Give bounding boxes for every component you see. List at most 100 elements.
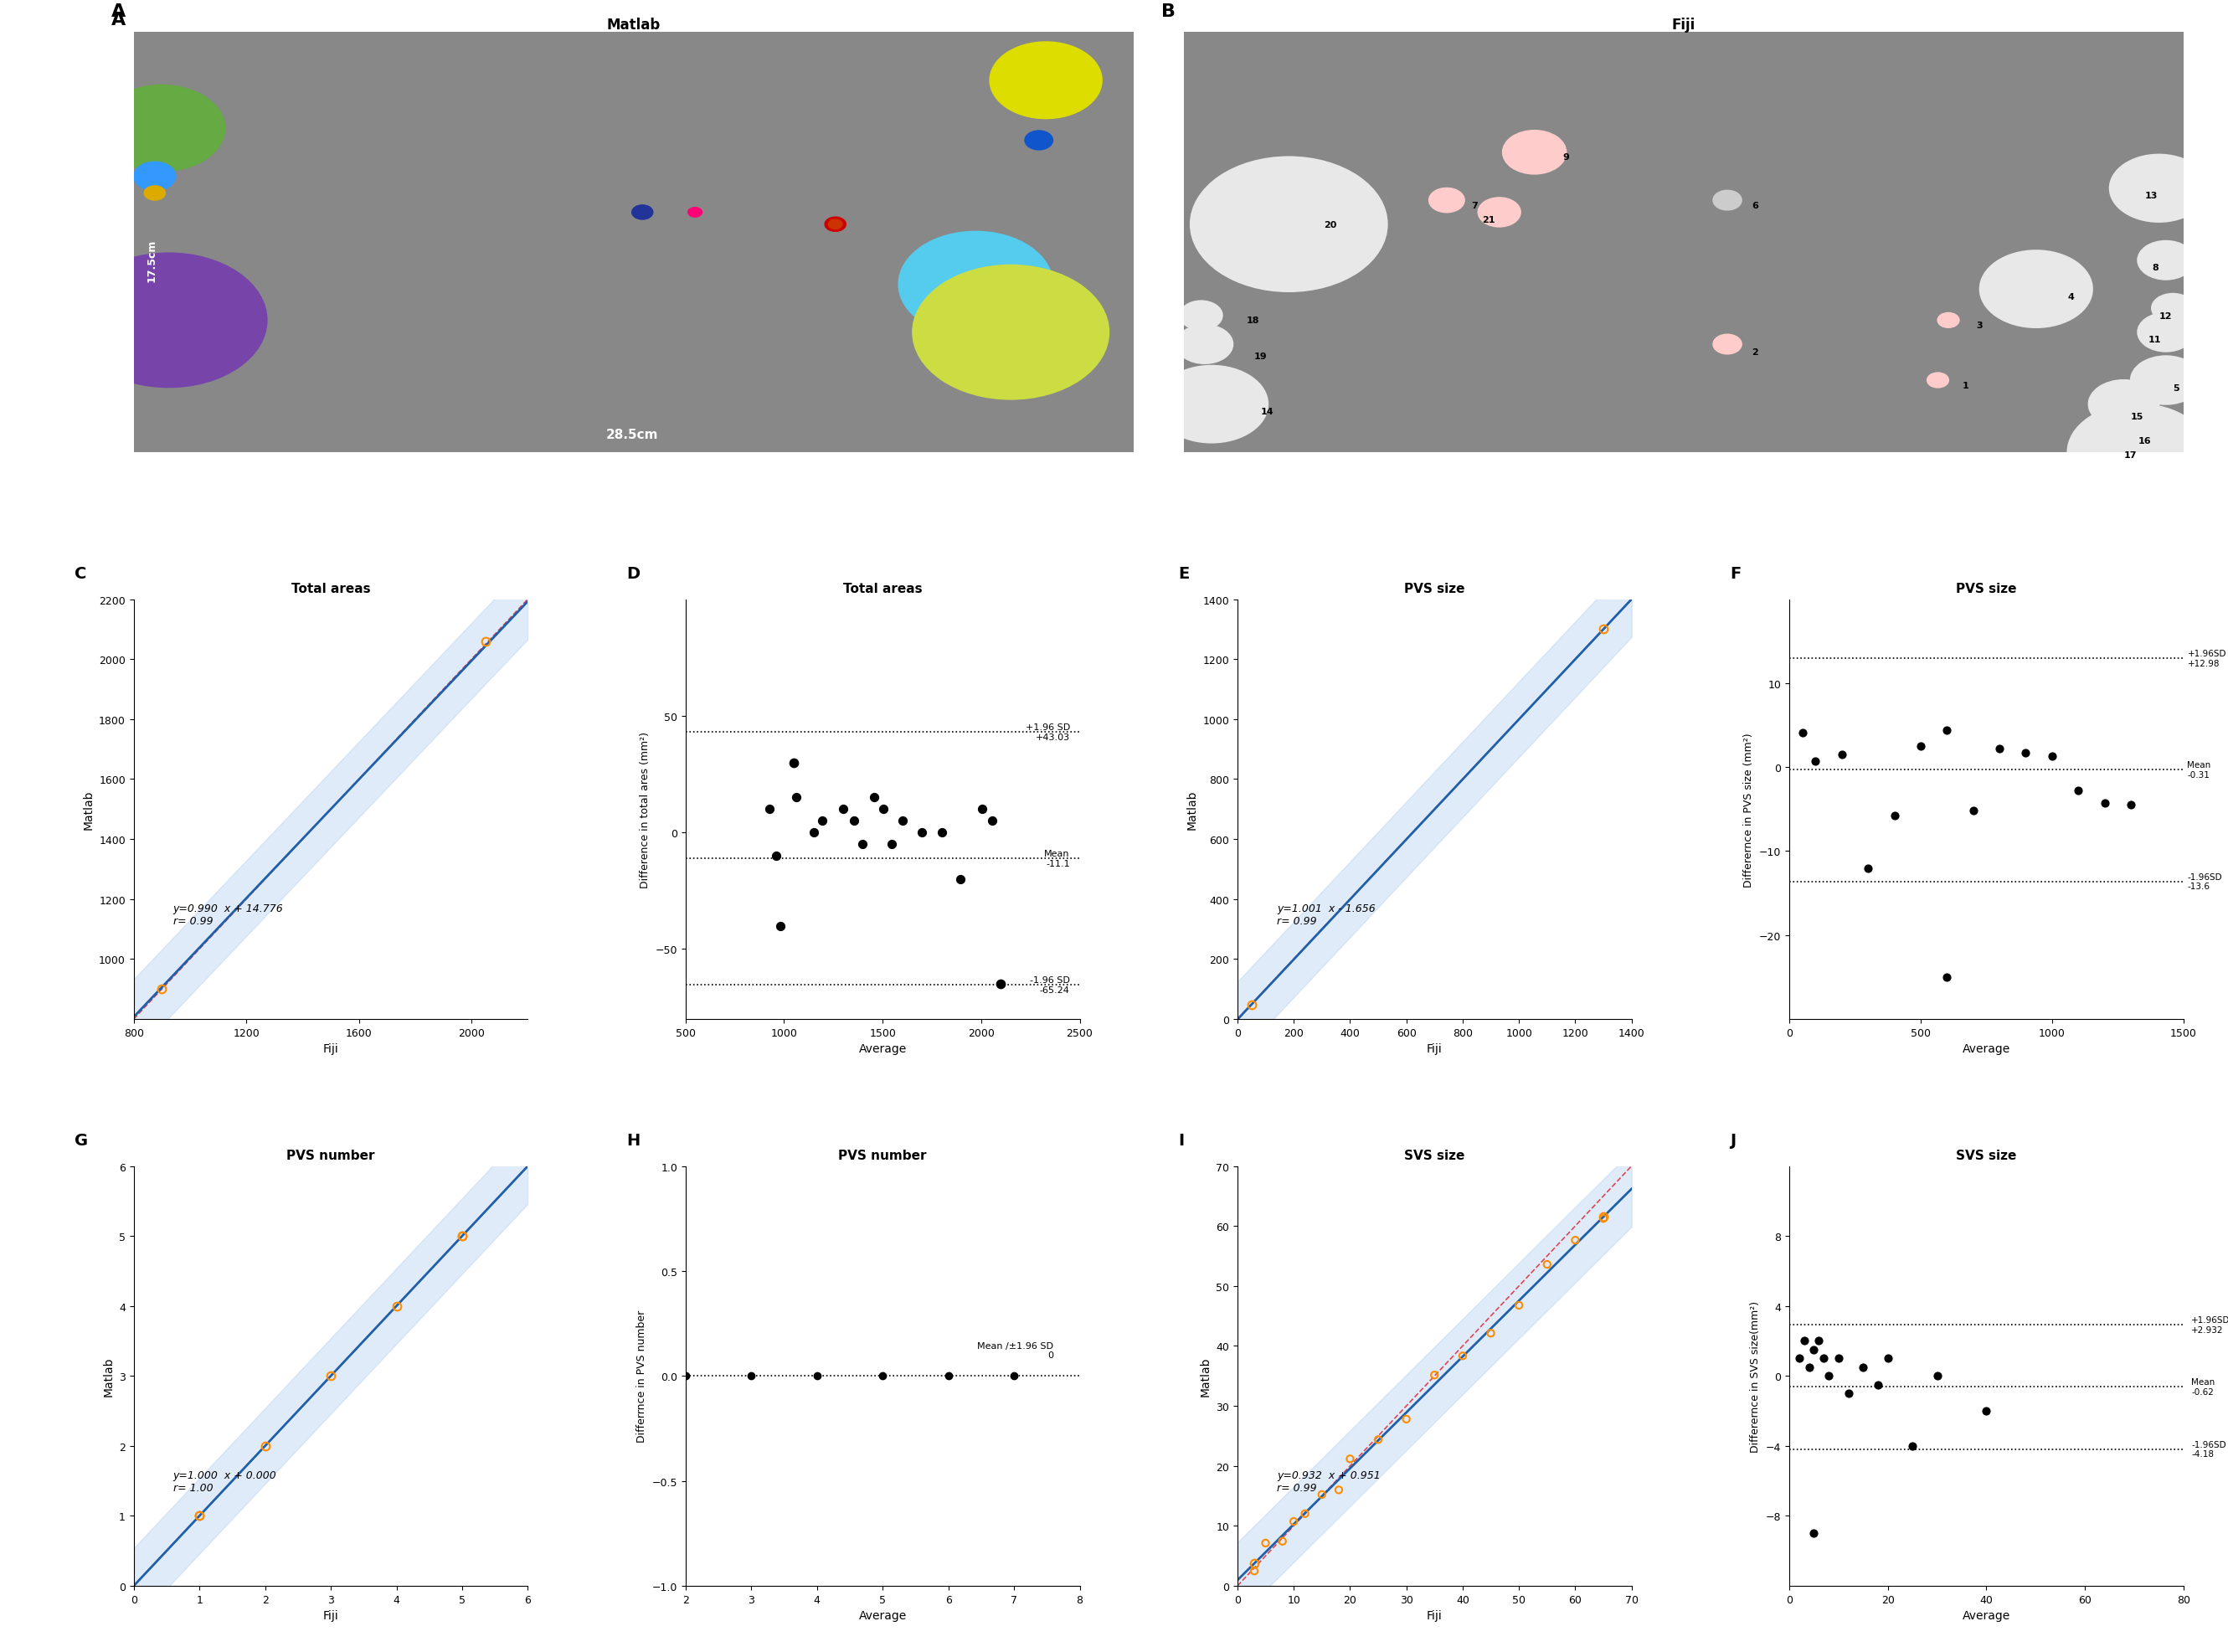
- Point: [1825, 742, 1860, 768]
- Text: Mean
-0.62: Mean -0.62: [2192, 1378, 2215, 1396]
- Point: [1876, 803, 1912, 829]
- Text: y=0.932  x + 0.951
r= 0.99: y=0.932 x + 0.951 r= 0.99: [1277, 1469, 1381, 1493]
- Point: [836, 808, 871, 834]
- Point: [1288, 1500, 1323, 1526]
- Circle shape: [989, 43, 1103, 119]
- Point: [1444, 1343, 1479, 1370]
- Circle shape: [1981, 251, 2092, 329]
- Point: [1845, 1355, 1880, 1381]
- Text: Mean /±1.96 SD
0: Mean /±1.96 SD 0: [978, 1341, 1054, 1360]
- Point: [2061, 778, 2097, 805]
- Text: 5: 5: [2172, 383, 2179, 392]
- Point: [1956, 798, 1992, 824]
- Point: [795, 819, 831, 846]
- Y-axis label: Differrnce in PVS number: Differrnce in PVS number: [637, 1310, 646, 1442]
- Point: [1780, 1345, 1816, 1371]
- Text: 17: 17: [2123, 451, 2137, 459]
- Circle shape: [824, 218, 847, 231]
- Point: [2034, 743, 2070, 770]
- Point: [762, 914, 798, 940]
- Text: 28.5cm: 28.5cm: [606, 428, 657, 441]
- Title: PVS number: PVS number: [838, 1150, 927, 1161]
- X-axis label: Fiji: Fiji: [1426, 1609, 1442, 1621]
- Point: [2112, 793, 2148, 819]
- Text: D: D: [626, 567, 639, 582]
- Point: [974, 808, 1009, 834]
- Y-axis label: Differernce in PVS size (mm²): Differernce in PVS size (mm²): [1745, 732, 1753, 887]
- Point: [965, 796, 1000, 823]
- Title: Matlab: Matlab: [606, 18, 659, 33]
- Y-axis label: Matlab: Matlab: [1199, 1356, 1212, 1396]
- Point: [1849, 856, 1885, 882]
- Point: [1277, 1508, 1312, 1535]
- Text: 6: 6: [1751, 202, 1758, 210]
- Circle shape: [98, 86, 225, 172]
- Point: [1473, 1320, 1508, 1346]
- Point: [1796, 1520, 1831, 1546]
- Point: [1321, 1477, 1357, 1503]
- Point: [1796, 1336, 1831, 1363]
- Text: Mean
-11.1: Mean -11.1: [1045, 849, 1069, 867]
- Circle shape: [1477, 198, 1519, 228]
- Point: [1929, 717, 1965, 743]
- Point: [1237, 1558, 1272, 1584]
- Y-axis label: Matlab: Matlab: [82, 790, 94, 829]
- Point: [1929, 965, 1965, 991]
- Point: [775, 750, 811, 776]
- Circle shape: [1156, 367, 1268, 443]
- Point: [1981, 735, 2016, 762]
- Circle shape: [688, 208, 702, 218]
- Point: [885, 808, 920, 834]
- Text: -1.96 SD
-65.24: -1.96 SD -65.24: [1029, 976, 1069, 995]
- Point: [1791, 1355, 1827, 1381]
- Point: [1831, 1381, 1867, 1408]
- Text: 19: 19: [1254, 352, 1268, 362]
- Circle shape: [1190, 157, 1388, 292]
- X-axis label: Fiji: Fiji: [323, 1609, 339, 1621]
- Point: [1388, 1406, 1424, 1432]
- Title: PVS size: PVS size: [1956, 583, 2016, 595]
- Title: Fiji: Fiji: [1671, 18, 1696, 33]
- Point: [1903, 733, 1938, 760]
- Circle shape: [1713, 192, 1742, 210]
- Point: [1860, 1371, 1896, 1398]
- Circle shape: [134, 162, 176, 192]
- Point: [758, 843, 793, 869]
- Point: [905, 819, 940, 846]
- Text: y=1.001  x - 1.656
r= 0.99: y=1.001 x - 1.656 r= 0.99: [1277, 902, 1375, 927]
- Text: 21: 21: [1482, 216, 1495, 225]
- Point: [1811, 1363, 1847, 1389]
- Title: PVS size: PVS size: [1404, 583, 1464, 595]
- Point: [1798, 748, 1834, 775]
- Circle shape: [1938, 314, 1958, 329]
- Y-axis label: Differernce in SVS size(mm²): Differernce in SVS size(mm²): [1749, 1300, 1760, 1452]
- X-axis label: Fiji: Fiji: [1426, 1042, 1442, 1054]
- Text: G: G: [74, 1133, 89, 1148]
- Text: -1.96SD
-13.6: -1.96SD -13.6: [2188, 872, 2221, 890]
- X-axis label: Fiji: Fiji: [323, 1042, 339, 1054]
- Point: [1787, 1328, 1823, 1355]
- Point: [1807, 1345, 1843, 1371]
- Text: 1: 1: [1963, 382, 1970, 390]
- Point: [1266, 1528, 1301, 1555]
- Circle shape: [145, 187, 165, 202]
- Point: [2007, 740, 2043, 767]
- Text: 9: 9: [1562, 154, 1569, 162]
- Text: A: A: [111, 12, 125, 28]
- X-axis label: Average: Average: [1963, 1042, 2010, 1054]
- Point: [1303, 1482, 1339, 1508]
- Circle shape: [1927, 373, 1947, 388]
- Circle shape: [1504, 132, 1566, 175]
- Title: SVS size: SVS size: [1404, 1150, 1464, 1161]
- Circle shape: [1176, 325, 1232, 363]
- Y-axis label: Matlab: Matlab: [1185, 790, 1199, 829]
- Circle shape: [829, 220, 842, 230]
- Point: [1785, 720, 1820, 747]
- Text: 7: 7: [1470, 202, 1477, 210]
- Circle shape: [2088, 382, 2159, 430]
- Point: [856, 785, 891, 811]
- Text: A: A: [111, 3, 125, 20]
- Text: H: H: [626, 1133, 639, 1148]
- Circle shape: [71, 254, 267, 388]
- Text: 2: 2: [1751, 349, 1758, 357]
